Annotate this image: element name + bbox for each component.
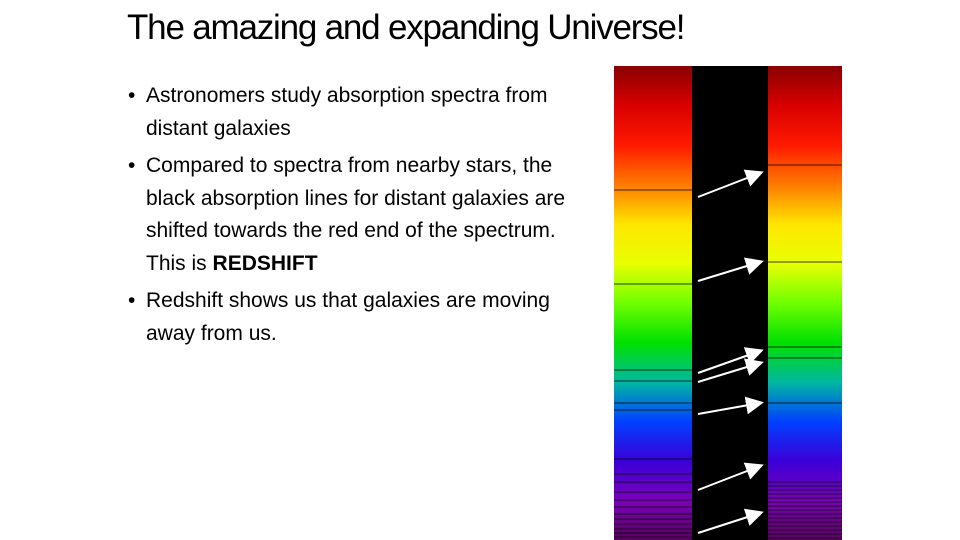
nearby-star-spectrum: [614, 66, 692, 540]
divider-band: [692, 66, 768, 540]
bullet-item: Compared to spectra from nearby stars, t…: [128, 150, 578, 280]
shift-arrow: [697, 508, 764, 534]
bullet-text: Compared to spectra from nearby stars, t…: [146, 154, 566, 275]
shift-arrows: [697, 169, 764, 534]
bullet-text: Astronomers study absorption spectra fro…: [146, 84, 548, 140]
distant-galaxy-spectrum: [768, 66, 842, 540]
shift-arrow: [697, 257, 764, 282]
redshift-emphasis: REDSHIFT: [212, 251, 318, 275]
bullet-item: Redshift shows us that galaxies are movi…: [128, 285, 578, 350]
shift-arrow: [697, 358, 764, 383]
shift-arrow: [697, 169, 764, 198]
bullet-list: Astronomers study absorption spectra fro…: [128, 80, 578, 355]
slide-title: The amazing and expanding Universe!: [127, 8, 685, 47]
bullet-text: Redshift shows us that galaxies are movi…: [146, 289, 550, 345]
redshift-spectrum-diagram: [614, 66, 842, 540]
bullet-item: Astronomers study absorption spectra fro…: [128, 80, 578, 145]
shift-arrow: [697, 396, 764, 415]
shift-arrow: [697, 347, 764, 374]
shift-arrow: [697, 462, 764, 491]
